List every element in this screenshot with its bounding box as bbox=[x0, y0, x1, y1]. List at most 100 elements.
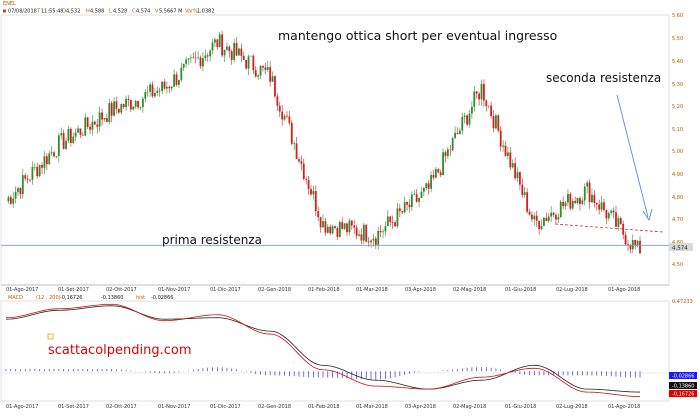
x-tick: 01-Ago-2017 bbox=[6, 287, 38, 293]
candle-body bbox=[413, 194, 416, 195]
candle-body bbox=[343, 223, 346, 229]
candle-body bbox=[288, 116, 291, 123]
candle-body bbox=[62, 133, 65, 149]
candle-body bbox=[408, 204, 411, 208]
candle-body bbox=[314, 190, 317, 212]
candle-body bbox=[19, 188, 22, 195]
price-tick: 4,80 bbox=[672, 195, 683, 201]
candle-body bbox=[418, 198, 420, 202]
annotation-title: mantengo ottica short per eventual ingre… bbox=[278, 28, 557, 43]
x-tick: 01-Set-2017 bbox=[58, 404, 89, 410]
candle-body bbox=[480, 83, 483, 100]
header-high: 4,588 bbox=[90, 9, 104, 15]
candle-body bbox=[310, 189, 312, 195]
candle-body bbox=[221, 34, 224, 56]
candle-body bbox=[490, 105, 493, 117]
candle-body bbox=[595, 202, 598, 205]
candle-body bbox=[487, 105, 490, 107]
candle-body bbox=[495, 115, 497, 129]
candle-body bbox=[374, 238, 377, 245]
macd-params: (12 , 200) bbox=[36, 295, 61, 301]
candle-body bbox=[540, 225, 543, 230]
x-tick: 02-Mag-2018 bbox=[453, 287, 486, 293]
candle-body bbox=[180, 67, 183, 80]
candle-body bbox=[497, 115, 500, 131]
candle-body bbox=[192, 57, 195, 59]
candle-body bbox=[593, 194, 596, 203]
annotation-second-resistance: seconda resistenza bbox=[546, 71, 661, 85]
candle-body bbox=[53, 152, 55, 157]
candle-body bbox=[65, 140, 67, 149]
candle-body bbox=[67, 128, 70, 141]
watermark: scattacolpending.com bbox=[48, 343, 192, 358]
candle-body bbox=[485, 100, 488, 107]
candle-body bbox=[338, 222, 341, 237]
x-axis-macd: 01-Ago-2017 01-Set-2017 02-Ott-2017 01-N… bbox=[6, 404, 640, 410]
candle-body bbox=[502, 145, 505, 147]
candle-body bbox=[547, 216, 550, 222]
header-var-pct: 1,0382 bbox=[197, 9, 215, 15]
candle-body bbox=[89, 126, 91, 130]
macd-hist-value: -0,02866 bbox=[151, 295, 173, 301]
ohlc-header: 07/08/2018 T 11:55:48 O 4,532 H 4,588 L … bbox=[3, 9, 215, 15]
candle-body bbox=[170, 86, 173, 89]
candle-body bbox=[533, 215, 536, 220]
candle-body bbox=[166, 86, 168, 89]
price-tick: 5,40 bbox=[672, 59, 683, 65]
candle-body bbox=[586, 182, 589, 187]
candle-body bbox=[50, 152, 53, 154]
candle-body bbox=[257, 75, 260, 77]
candle-body bbox=[129, 99, 132, 110]
candle-body bbox=[507, 152, 509, 156]
candle-body bbox=[317, 211, 320, 218]
candle-body bbox=[286, 115, 288, 117]
svg-text:C: C bbox=[132, 9, 136, 15]
macd-badge-signal-text: -0,13860 bbox=[672, 384, 694, 390]
candle-body bbox=[21, 175, 24, 195]
candle-body bbox=[470, 106, 473, 114]
candle-body bbox=[581, 200, 584, 204]
x-tick: 02-Gen-2018 bbox=[258, 287, 291, 293]
candle-body bbox=[521, 184, 524, 195]
candle-body bbox=[132, 106, 135, 110]
candle-body bbox=[528, 211, 531, 215]
candle-body bbox=[300, 161, 303, 164]
candle-body bbox=[74, 132, 77, 137]
candle-body bbox=[235, 43, 238, 56]
candle-body bbox=[331, 226, 334, 234]
candle-body bbox=[98, 112, 101, 127]
candle-body bbox=[372, 238, 375, 241]
candle-body bbox=[250, 55, 252, 57]
candle-body bbox=[511, 163, 514, 168]
candle-body bbox=[615, 212, 617, 227]
candle-body bbox=[619, 218, 622, 224]
candle-body bbox=[350, 220, 353, 226]
candle-body bbox=[247, 56, 250, 69]
candle-body bbox=[144, 92, 147, 99]
x-tick: 01-Nov-2017 bbox=[158, 287, 190, 293]
candle-body bbox=[226, 46, 228, 50]
candle-body bbox=[612, 210, 615, 213]
candle-body bbox=[216, 39, 219, 47]
candle-body bbox=[550, 212, 553, 217]
candle-body bbox=[156, 90, 159, 93]
candle-body bbox=[81, 134, 84, 136]
x-tick: 01-Ago-2018 bbox=[608, 404, 640, 410]
candle-body bbox=[101, 112, 103, 120]
candle-body bbox=[535, 215, 538, 221]
candle-body bbox=[607, 213, 610, 219]
candle-body bbox=[190, 57, 192, 59]
macd-panel-frame bbox=[0, 300, 670, 402]
candle-body bbox=[576, 198, 579, 204]
candle-body bbox=[468, 113, 471, 125]
arrow-icon bbox=[616, 94, 653, 222]
candle-body bbox=[60, 133, 63, 136]
candle-body bbox=[451, 138, 454, 151]
macd-top-label: 0,47233 bbox=[672, 299, 693, 305]
second-resistance-trendline bbox=[554, 223, 664, 233]
x-tick: 01-Set-2017 bbox=[58, 287, 89, 293]
price-tick: 4,90 bbox=[672, 172, 683, 178]
candle-body bbox=[274, 76, 276, 97]
candle-body bbox=[161, 81, 163, 91]
candle-body bbox=[492, 116, 495, 129]
